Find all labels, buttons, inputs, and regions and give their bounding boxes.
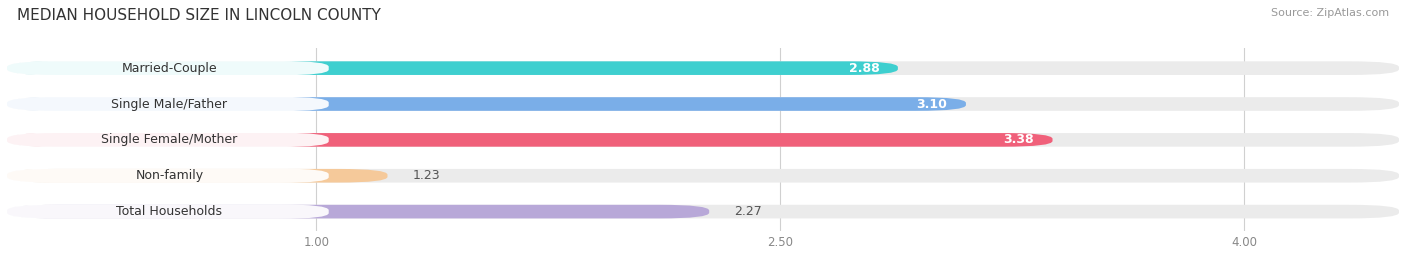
Text: Single Female/Mother: Single Female/Mother	[101, 133, 238, 146]
FancyBboxPatch shape	[7, 61, 1399, 75]
Text: 2.88: 2.88	[849, 62, 879, 75]
Text: 3.38: 3.38	[1004, 133, 1033, 146]
Text: Non-family: Non-family	[135, 169, 204, 182]
FancyBboxPatch shape	[7, 97, 1399, 111]
FancyBboxPatch shape	[7, 133, 1399, 147]
FancyBboxPatch shape	[7, 133, 1053, 147]
FancyBboxPatch shape	[4, 61, 329, 75]
FancyBboxPatch shape	[7, 169, 1399, 183]
Text: Total Households: Total Households	[117, 205, 222, 218]
FancyBboxPatch shape	[4, 97, 329, 111]
FancyBboxPatch shape	[7, 169, 388, 183]
FancyBboxPatch shape	[7, 61, 898, 75]
Text: 2.27: 2.27	[734, 205, 762, 218]
FancyBboxPatch shape	[7, 97, 966, 111]
Text: Source: ZipAtlas.com: Source: ZipAtlas.com	[1271, 8, 1389, 18]
Text: 3.10: 3.10	[917, 98, 948, 111]
FancyBboxPatch shape	[4, 133, 329, 147]
Text: MEDIAN HOUSEHOLD SIZE IN LINCOLN COUNTY: MEDIAN HOUSEHOLD SIZE IN LINCOLN COUNTY	[17, 8, 381, 23]
FancyBboxPatch shape	[7, 205, 709, 218]
Text: Single Male/Father: Single Male/Father	[111, 98, 228, 111]
FancyBboxPatch shape	[7, 205, 1399, 218]
FancyBboxPatch shape	[4, 169, 329, 183]
FancyBboxPatch shape	[4, 204, 329, 219]
Text: Married-Couple: Married-Couple	[121, 62, 218, 75]
Text: 1.23: 1.23	[412, 169, 440, 182]
